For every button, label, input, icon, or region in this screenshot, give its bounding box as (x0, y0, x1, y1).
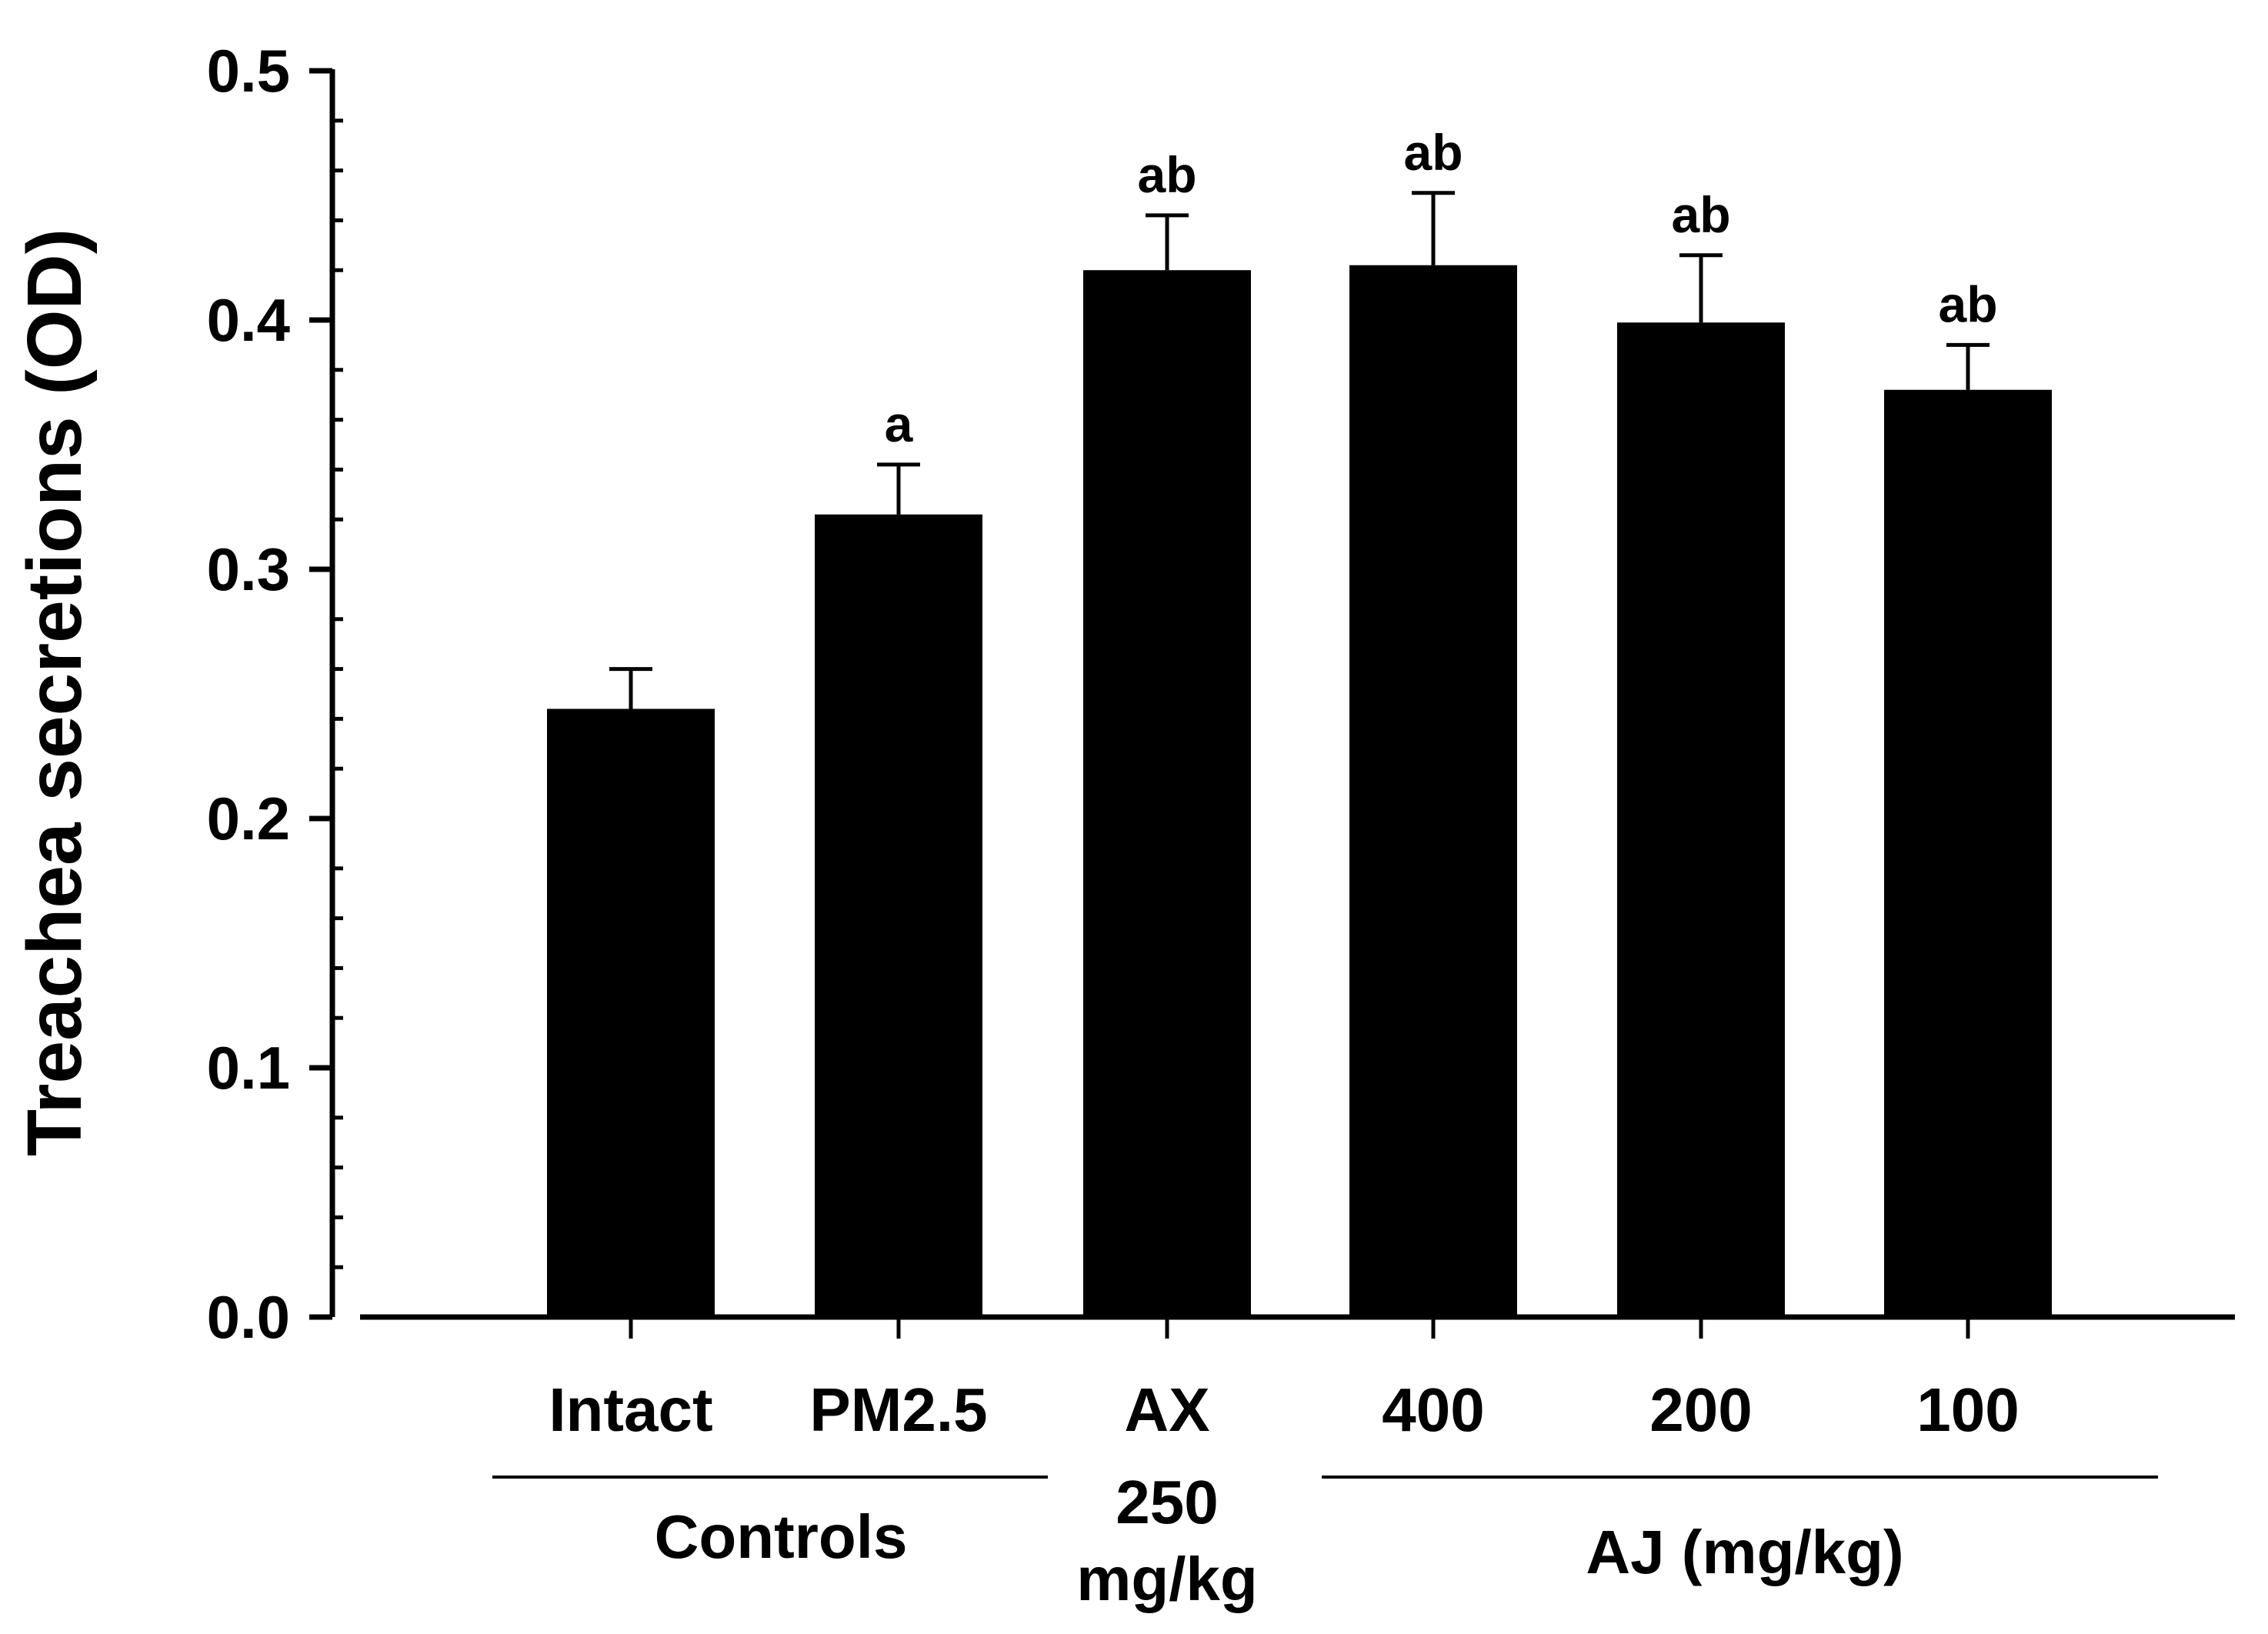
x-tick-label: 400 (1382, 1376, 1484, 1444)
y-tick-label: 0.5 (207, 37, 290, 105)
y-axis-label: Treachea secretions (OD) (12, 228, 98, 1156)
ax-dose-line-2: mg/kg (1076, 1545, 1258, 1613)
significance-label: ab (1938, 275, 1997, 332)
x-tick-label: Intact (549, 1376, 712, 1444)
y-tick-label: 0.1 (207, 1034, 290, 1102)
significance-label: ab (1403, 124, 1463, 181)
bar (547, 709, 715, 1317)
significance-label: a (885, 395, 914, 452)
x-axis: Intact PM2.5 AX 400 200 100 (360, 1314, 2235, 1444)
y-tick-label: 0.0 (207, 1283, 290, 1351)
y-tick-label: 0.2 (207, 785, 290, 852)
bars: a ab ab ab ab (547, 124, 2052, 1318)
x-tick-label: 100 (1916, 1376, 2019, 1444)
controls-group-label: Controls (655, 1502, 908, 1571)
aj-group-label: AJ (mg/kg) (1586, 1518, 1903, 1586)
significance-label: ab (1137, 146, 1196, 203)
y-axis: 0.0 0.1 0.2 0.3 0.4 0.5 (207, 37, 343, 1351)
bar (815, 514, 982, 1317)
bar (1617, 322, 1785, 1317)
bar (1884, 389, 2052, 1318)
bar (1349, 265, 1517, 1318)
x-tick-label: AX (1124, 1376, 1209, 1444)
y-tick-label: 0.3 (207, 535, 290, 603)
bar (1083, 270, 1251, 1318)
y-tick-label: 0.4 (207, 286, 290, 354)
x-tick-label: 200 (1649, 1376, 1752, 1444)
x-tick-label: PM2.5 (809, 1376, 987, 1444)
significance-label: ab (1671, 186, 1730, 243)
ax-dose-line-1: 250 (1116, 1468, 1218, 1536)
